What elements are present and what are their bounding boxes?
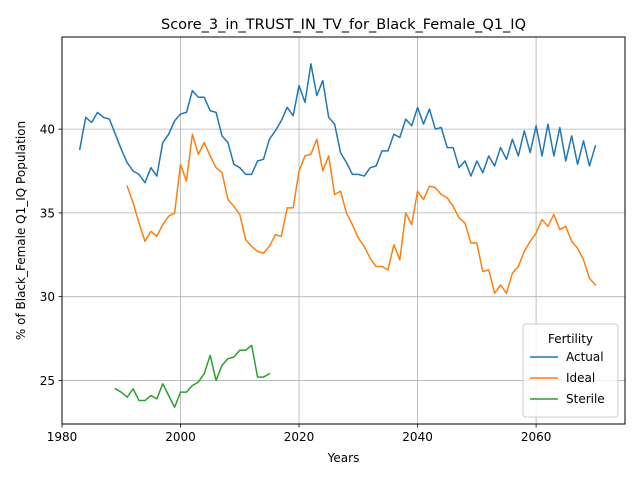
series-lines	[78, 63, 597, 408]
series-line-actual	[78, 63, 597, 184]
y-tick-label: 25	[40, 374, 55, 388]
chart-title: Score_3_in_TRUST_IN_TV_for_Black_Female_…	[161, 17, 526, 33]
x-tick-label: 2000	[165, 430, 196, 444]
x-tick-label: 1980	[47, 430, 78, 444]
legend-label-sterile: Sterile	[566, 392, 605, 406]
legend-label-ideal: Ideal	[566, 371, 595, 385]
y-tick-label: 40	[40, 123, 55, 137]
legend-label-actual: Actual	[566, 350, 604, 364]
x-tick-label: 2060	[521, 430, 552, 444]
series-line-ideal	[126, 133, 597, 295]
legend-box	[522, 323, 619, 418]
x-tick-label: 2040	[402, 430, 433, 444]
axis-ticks: 1980 2000 2020 2040 2060 25 30 35 40	[40, 123, 552, 444]
y-tick-label: 35	[40, 206, 55, 220]
legend: Fertility Actual Ideal Sterile	[522, 323, 619, 418]
legend-entries: Actual Ideal Sterile	[530, 350, 605, 406]
legend-title: Fertility	[548, 332, 593, 346]
y-tick-label: 30	[40, 290, 55, 304]
series-line-sterile	[114, 344, 271, 408]
plot-frame	[61, 36, 626, 425]
y-axis-label: % of Black_Female Q1_IQ Population	[14, 121, 28, 340]
x-axis-label: Years	[327, 451, 360, 465]
x-tick-label: 2020	[284, 430, 315, 444]
